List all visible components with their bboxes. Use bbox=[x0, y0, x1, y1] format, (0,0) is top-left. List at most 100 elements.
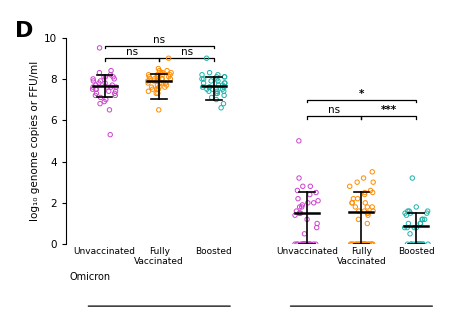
Point bbox=[403, 225, 411, 230]
Point bbox=[89, 87, 96, 92]
Point bbox=[299, 242, 307, 247]
Point bbox=[97, 95, 104, 100]
Point bbox=[149, 87, 156, 92]
Point bbox=[215, 83, 222, 88]
Point bbox=[303, 217, 311, 222]
Point bbox=[353, 180, 361, 185]
Point bbox=[154, 91, 162, 96]
Point bbox=[107, 72, 114, 77]
Point bbox=[221, 74, 228, 79]
Point bbox=[220, 85, 228, 90]
Point bbox=[166, 76, 174, 81]
Point bbox=[368, 169, 376, 174]
Point bbox=[421, 217, 428, 222]
Point bbox=[89, 76, 97, 81]
Point bbox=[404, 242, 411, 247]
Point bbox=[158, 76, 166, 81]
Point bbox=[293, 188, 301, 193]
Point bbox=[206, 85, 213, 90]
Point bbox=[110, 76, 118, 81]
Point bbox=[407, 211, 414, 216]
Point bbox=[154, 83, 161, 88]
Text: ns: ns bbox=[181, 47, 192, 57]
Point bbox=[96, 70, 103, 75]
Point bbox=[166, 72, 174, 77]
Point bbox=[304, 200, 311, 205]
Point bbox=[200, 76, 208, 81]
Point bbox=[167, 70, 175, 75]
Point bbox=[146, 76, 154, 81]
Point bbox=[410, 225, 418, 230]
Point bbox=[155, 74, 162, 79]
Point bbox=[161, 85, 169, 90]
Point bbox=[154, 72, 161, 77]
Point bbox=[354, 196, 362, 201]
Point bbox=[364, 213, 372, 218]
Point bbox=[212, 91, 220, 96]
Point bbox=[358, 242, 366, 247]
Text: ns: ns bbox=[328, 105, 340, 115]
Point bbox=[349, 196, 357, 201]
Point bbox=[401, 211, 409, 216]
Point bbox=[214, 79, 222, 84]
Point bbox=[369, 180, 377, 185]
Point bbox=[301, 242, 309, 247]
Point bbox=[198, 76, 206, 81]
Point bbox=[413, 242, 420, 247]
Text: Omicron: Omicron bbox=[69, 272, 110, 282]
Point bbox=[401, 225, 409, 230]
Point bbox=[355, 208, 363, 213]
Point bbox=[163, 68, 171, 73]
Point bbox=[409, 176, 416, 181]
Point bbox=[218, 105, 225, 110]
Point bbox=[103, 85, 111, 90]
Point bbox=[209, 87, 216, 92]
Point bbox=[295, 138, 302, 143]
Point bbox=[413, 242, 421, 247]
Text: ***: *** bbox=[381, 105, 397, 115]
Point bbox=[300, 242, 308, 247]
Point bbox=[416, 221, 424, 226]
Point bbox=[424, 208, 431, 213]
Point bbox=[153, 79, 161, 84]
Point bbox=[298, 204, 306, 209]
Point bbox=[206, 85, 213, 90]
Point bbox=[404, 208, 411, 213]
Point bbox=[346, 184, 354, 189]
Point bbox=[220, 89, 228, 94]
Y-axis label: log₁₀ genome copies or FFU/ml: log₁₀ genome copies or FFU/ml bbox=[30, 61, 40, 221]
Point bbox=[424, 242, 432, 247]
Text: ns: ns bbox=[126, 47, 138, 57]
Point bbox=[361, 242, 369, 247]
Point bbox=[297, 242, 305, 247]
Point bbox=[154, 74, 161, 79]
Point bbox=[365, 242, 372, 247]
Point bbox=[205, 89, 213, 94]
Point bbox=[361, 242, 368, 247]
Point bbox=[208, 95, 215, 100]
Point bbox=[419, 242, 427, 247]
Point bbox=[213, 89, 221, 94]
Point bbox=[352, 204, 359, 209]
Point bbox=[91, 93, 99, 98]
Point bbox=[353, 242, 360, 247]
Point bbox=[101, 80, 109, 85]
Point bbox=[158, 80, 165, 85]
Point bbox=[162, 80, 170, 85]
Point bbox=[362, 200, 369, 205]
Point bbox=[206, 70, 213, 75]
Point bbox=[417, 221, 424, 226]
Point bbox=[412, 225, 420, 230]
Point bbox=[221, 80, 228, 85]
Point bbox=[407, 242, 415, 247]
Point bbox=[364, 211, 371, 216]
Point bbox=[313, 221, 321, 226]
Point bbox=[109, 74, 117, 79]
Point bbox=[354, 242, 362, 247]
Point bbox=[101, 74, 109, 79]
Point bbox=[369, 208, 377, 213]
Point bbox=[111, 91, 118, 96]
Point bbox=[314, 198, 322, 203]
Point bbox=[358, 242, 365, 247]
Point bbox=[200, 80, 207, 85]
